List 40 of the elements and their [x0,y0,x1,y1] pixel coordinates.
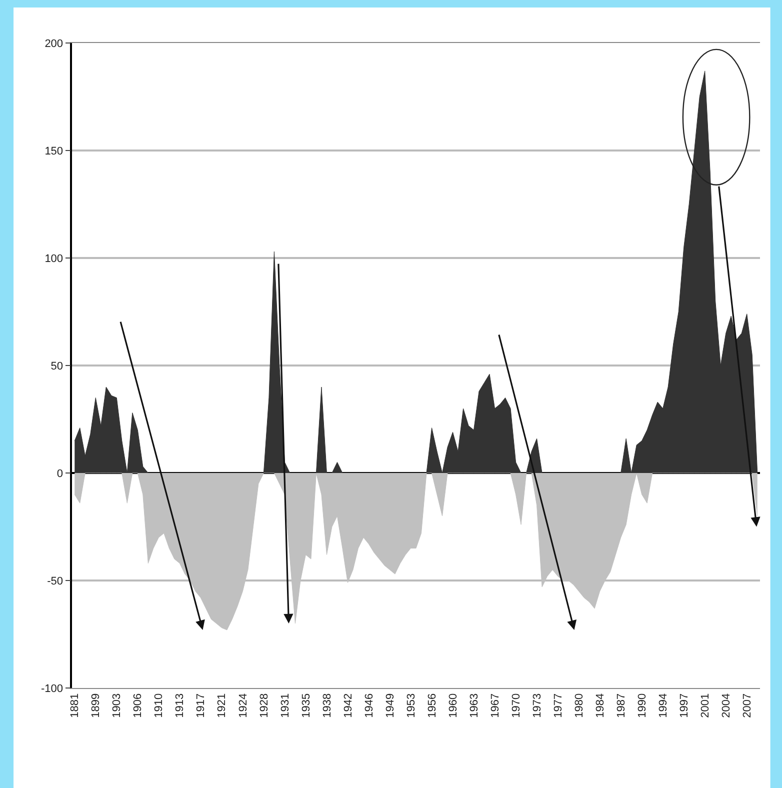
x-tick-label: 2001 [699,693,712,718]
x-tick-label: 1970 [510,693,522,718]
x-tick-label: 1990 [636,693,648,718]
x-tick-label: 1987 [615,693,628,718]
y-tick-label: -100 [41,682,64,695]
x-tick-label: 1953 [405,693,418,718]
x-tick-label: 1910 [153,693,166,718]
x-tick-label: 1899 [90,693,102,718]
x-tick-label: 1997 [678,693,690,718]
x-tick-label: 1984 [594,693,606,718]
x-tick-label: 1980 [573,693,586,718]
y-tick-label: -50 [47,575,64,588]
x-tick-label: 1938 [321,693,334,718]
x-tick-label: 1921 [216,693,228,718]
x-tick-label: 1960 [447,693,460,718]
x-tick-label: 1963 [468,693,480,718]
x-tick-label: 1942 [342,693,354,718]
x-tick-label: 1967 [489,693,502,718]
x-tick-label: 1956 [426,693,438,718]
x-tick-label: 1946 [363,693,376,718]
x-tick-label: 1913 [174,693,186,718]
y-tick-label: 150 [44,145,64,158]
x-tick-label: 1977 [552,693,564,718]
x-tick-label: 1906 [132,693,144,718]
x-tick-label: 1924 [237,693,250,718]
y-tick-label: 200 [44,38,64,50]
x-tick-label: 1949 [384,693,396,718]
x-tick-label: 1928 [258,693,270,718]
x-tick-label: 1973 [531,693,544,718]
x-tick-label: 1931 [279,693,292,718]
x-tick-label: 1881 [69,693,82,718]
x-tick-label: 2007 [741,693,754,718]
y-tick-label: 0 [56,468,64,480]
x-tick-label: 1935 [300,693,312,718]
y-tick-label: 100 [44,252,64,265]
x-tick-label: 2004 [720,693,732,718]
x-tick-label: 1994 [657,693,670,718]
y-tick-label: 50 [50,360,64,372]
x-tick-label: 1917 [195,693,208,718]
x-tick-label: 1903 [111,693,124,718]
